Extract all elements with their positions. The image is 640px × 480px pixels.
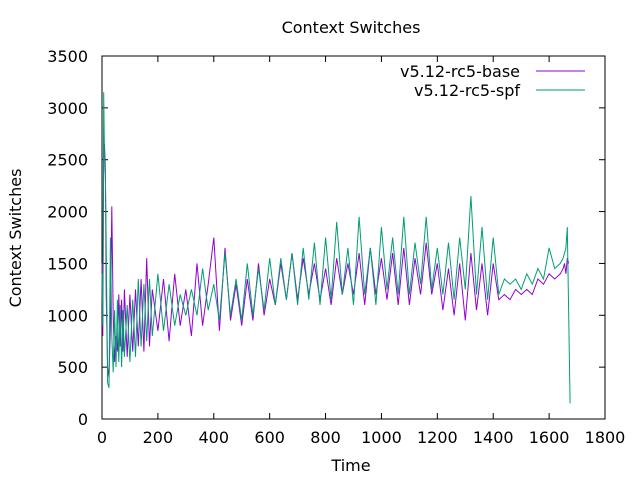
y-axis: 0 500 1000 1500 2000 2500 3000 3500 [47,47,605,429]
series-line-1 [101,144,570,378]
y-tick-label: 1500 [47,254,88,273]
x-axis-label: Time [330,456,370,475]
legend-label-1: v5.12-rc5-base [400,62,520,81]
y-axis-label: Context Switches [6,169,25,308]
x-tick-label: 200 [143,428,174,447]
legend-label-2: v5.12-rc5-spf [414,81,520,100]
x-tick-label: 0 [97,428,107,447]
series-lines [101,92,571,404]
series-line-2 [101,92,571,404]
plot-border [101,55,606,420]
x-tick-label: 1200 [417,428,458,447]
y-tick-label: 3000 [47,99,88,118]
x-tick-label: 1400 [473,428,514,447]
plot-frame [101,55,606,420]
x-tick-label: 800 [310,428,341,447]
y-tick-label: 2500 [47,151,88,170]
y-tick-label: 1000 [47,306,88,325]
x-tick-label: 1000 [361,428,402,447]
y-tick-label: 3500 [47,47,88,66]
y-tick-label: 500 [57,358,88,377]
x-tick-label: 1600 [529,428,570,447]
x-tick-label: 600 [254,428,285,447]
y-tick-label: 0 [78,410,88,429]
y-tick-label: 2000 [47,203,88,222]
x-tick-label: 400 [199,428,230,447]
x-axis: 0 200 400 600 800 1000 1200 1400 1600 1800 [97,56,625,447]
x-tick-label: 1800 [585,428,626,447]
chart-title: Context Switches [282,18,421,37]
